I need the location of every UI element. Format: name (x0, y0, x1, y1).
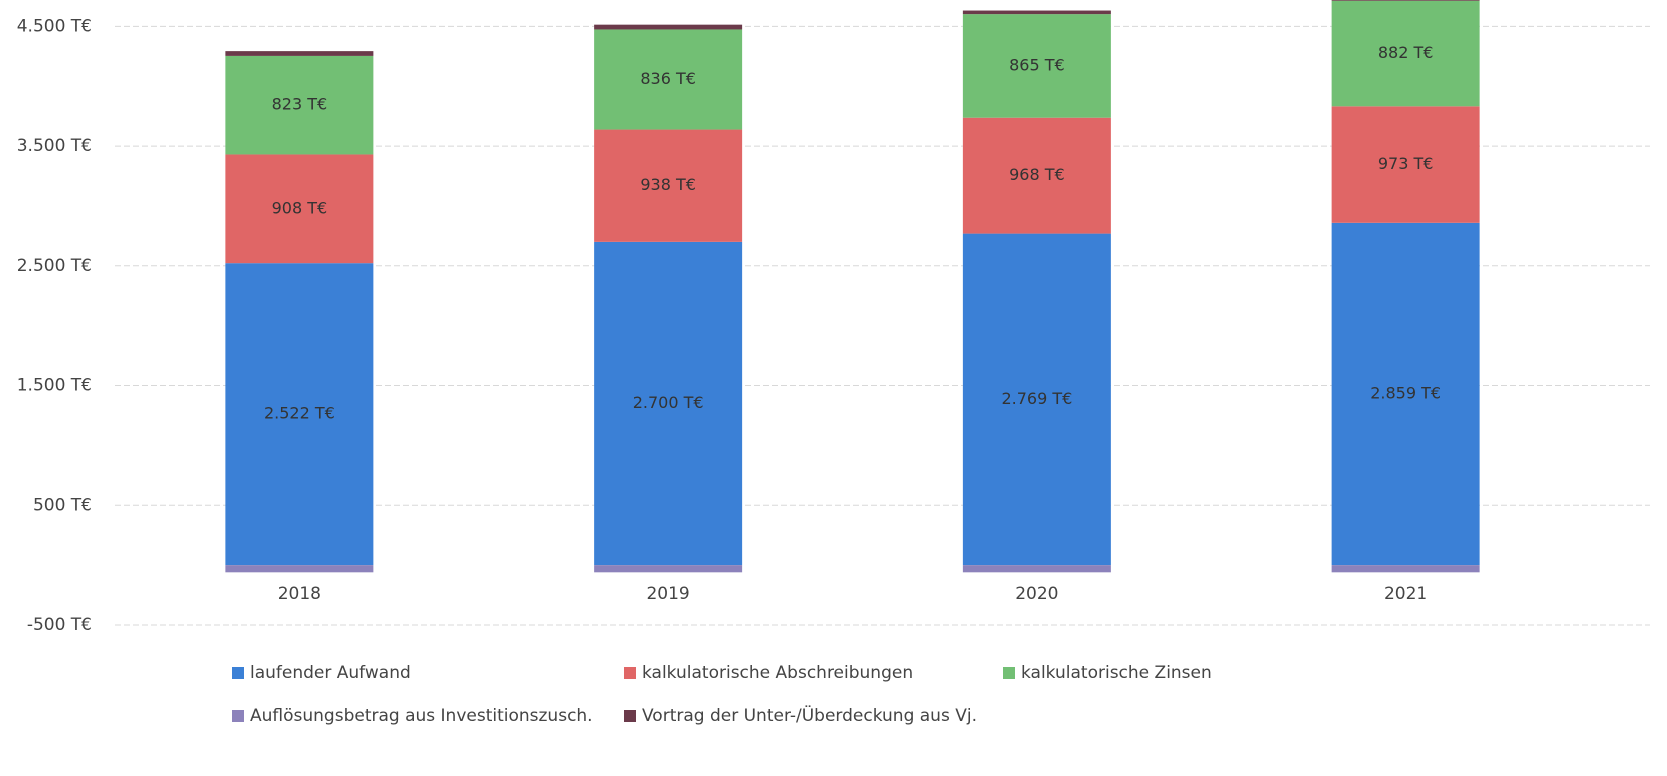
value-label: 968 T€ (1009, 165, 1065, 184)
y-tick-label: 1.500 T€ (17, 376, 92, 396)
bar-segment (1331, 0, 1480, 1)
value-label: 2.769 T€ (1001, 389, 1072, 408)
bar-segment (962, 565, 1111, 573)
legend-label: laufender Aufwand (250, 663, 411, 683)
x-tick-label: 2020 (1015, 584, 1058, 604)
bar-segment (962, 14, 1111, 118)
bar-segment (962, 10, 1111, 15)
bar-segment (1331, 222, 1480, 566)
legend-swatch (624, 667, 636, 679)
bar-segment (225, 55, 374, 155)
value-label: 973 T€ (1378, 154, 1434, 173)
legend-label: Auflösungsbetrag aus Investitionszusch. (250, 706, 593, 726)
bar-segment (594, 129, 743, 242)
x-tick-label: 2018 (278, 584, 321, 604)
bar-segment (1331, 106, 1480, 223)
legend-swatch (232, 667, 244, 679)
bar-segment (962, 117, 1111, 234)
value-label: 2.700 T€ (633, 393, 704, 412)
bar-segment (1331, 0, 1480, 107)
value-label: 908 T€ (272, 198, 328, 217)
bar-segment (225, 565, 374, 573)
legend-swatch (624, 710, 636, 722)
y-tick-label: 3.500 T€ (17, 136, 92, 156)
value-label: 865 T€ (1009, 55, 1065, 74)
legend-label: kalkulatorische Zinsen (1021, 663, 1212, 683)
legend-swatch (1003, 667, 1015, 679)
value-label: 938 T€ (640, 175, 696, 194)
x-tick-label: 2021 (1384, 584, 1427, 604)
value-label: 2.522 T€ (264, 404, 335, 423)
y-tick-label: 2.500 T€ (17, 256, 92, 276)
bar-segment (594, 29, 743, 130)
y-tick-label: 4.500 T€ (17, 16, 92, 36)
bar-segment (594, 565, 743, 573)
y-tick-label: 500 T€ (33, 495, 92, 515)
bar-segment (1331, 565, 1480, 573)
y-tick-label: -500 T€ (27, 615, 92, 635)
bar-segment (225, 154, 374, 264)
bar-segment (594, 241, 743, 566)
bar-segment (225, 51, 374, 56)
value-label: 882 T€ (1378, 43, 1434, 62)
bar-segment (225, 263, 374, 566)
bar-segment (962, 233, 1111, 566)
value-label: 836 T€ (640, 69, 696, 88)
legend-label: Vortrag der Unter-/Überdeckung aus Vj. (642, 704, 977, 726)
value-label: 2.859 T€ (1370, 383, 1441, 402)
legend-swatch (232, 710, 244, 722)
value-label: 823 T€ (272, 95, 328, 114)
legend-label: kalkulatorische Abschreibungen (642, 663, 913, 683)
x-tick-label: 2019 (646, 584, 689, 604)
bar-segment (594, 24, 743, 30)
